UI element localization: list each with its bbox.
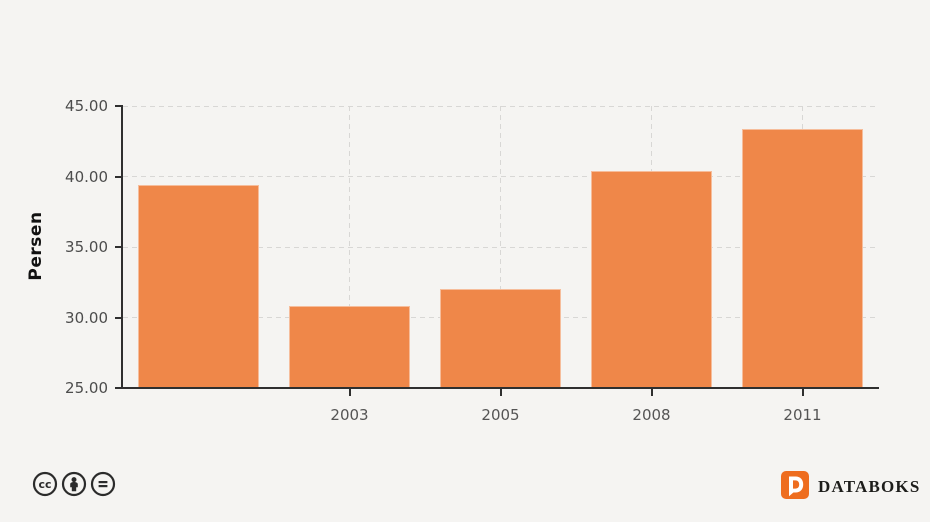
x-axis-line — [121, 387, 879, 389]
x-tick-label: 2008 — [632, 406, 671, 424]
y-axis-tick — [115, 175, 123, 178]
bar-2011 — [742, 128, 863, 388]
y-axis-tick — [115, 246, 123, 248]
brand-name: DATABOKS — [818, 477, 921, 496]
cc-icon: cc — [32, 471, 58, 497]
y-tick-label: 35.00 — [65, 238, 108, 256]
x-tick-label: 2011 — [783, 406, 822, 424]
y-tick-label: 30.00 — [65, 308, 108, 327]
databoks-logo-icon — [781, 471, 809, 503]
no-derivatives-equals-icon — [90, 471, 116, 497]
bar-2003 — [289, 306, 410, 388]
x-axis-tick — [801, 389, 804, 396]
y-tick-label: 25.00 — [65, 379, 108, 397]
databoks-brand: DATABOKS — [781, 471, 921, 503]
attribution-person-icon — [61, 471, 87, 497]
x-tick-label: 2005 — [481, 406, 520, 424]
license-icons: cc — [32, 471, 116, 497]
x-axis-tick — [650, 389, 653, 396]
x-axis-tick — [499, 389, 502, 396]
y-tick-label: 45.00 — [65, 97, 108, 115]
bar-2005 — [440, 289, 561, 388]
bar-2008 — [591, 170, 712, 388]
v-gridline — [349, 106, 350, 388]
bar-category-1 — [138, 184, 259, 388]
y-axis-tick — [115, 105, 123, 107]
y-tick-label: 40.00 — [65, 167, 108, 186]
x-axis-tick — [348, 389, 351, 396]
v-gridline — [500, 106, 501, 388]
x-tick-label: 2003 — [330, 406, 369, 424]
svg-text:cc: cc — [38, 478, 51, 491]
y-axis-tick — [115, 316, 123, 319]
y-axis-tick — [115, 387, 123, 389]
